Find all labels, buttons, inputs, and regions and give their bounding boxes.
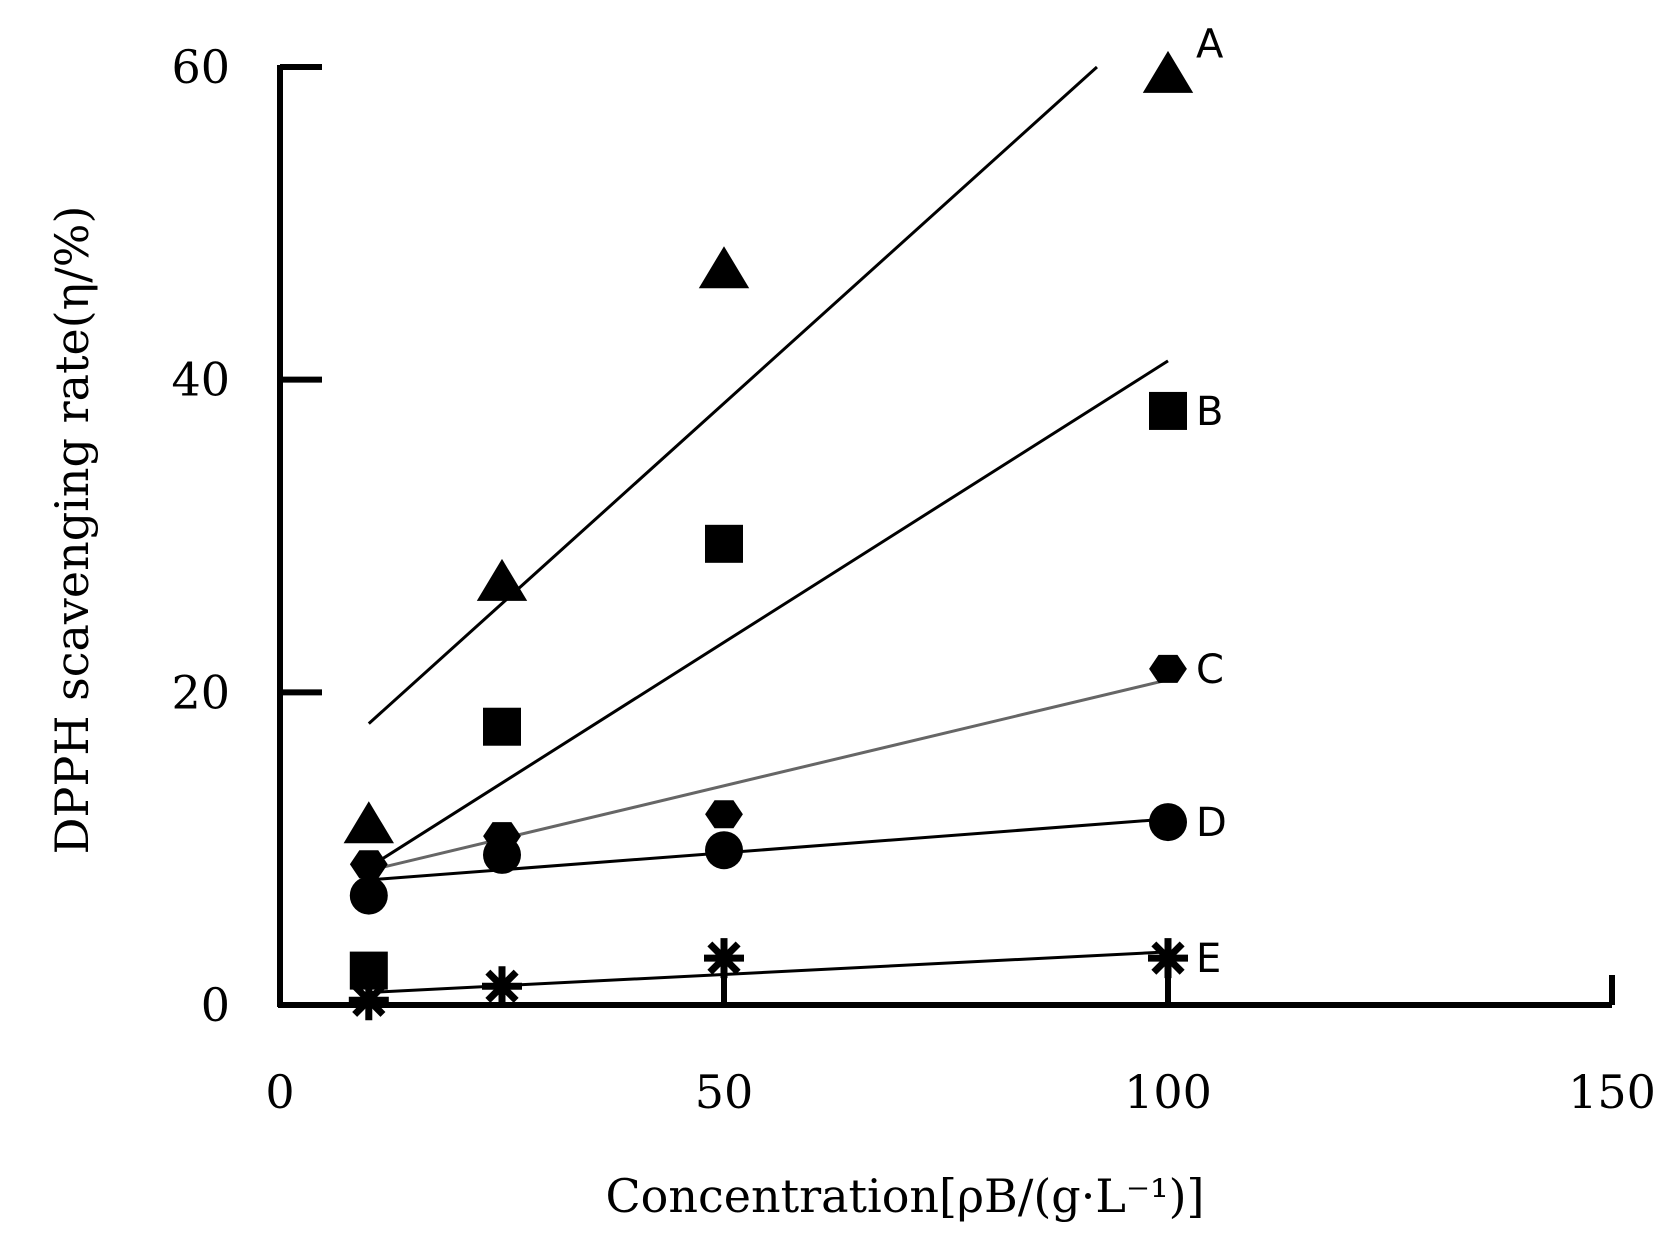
point-D-1 xyxy=(483,835,521,874)
point-E-1-stroke-3 xyxy=(485,969,519,1003)
series-label-C: C xyxy=(1196,647,1224,693)
x-tick-label-3: 150 xyxy=(1568,1065,1654,1119)
point-E-0-stroke-3 xyxy=(352,983,386,1017)
point-C-2 xyxy=(705,800,743,829)
axes xyxy=(277,65,1612,1008)
ticks: 0 20 40 60 0 50 100 150 xyxy=(171,40,1654,1119)
point-E-1 xyxy=(482,966,522,1007)
point-D-2 xyxy=(705,831,743,870)
y-axis-title: DPPH scavenging rate(η/%) xyxy=(45,206,99,855)
point-D-3 xyxy=(1149,803,1187,842)
point-C-3 xyxy=(1149,654,1187,683)
data-markers xyxy=(343,50,1194,1021)
point-E-3-stroke-3 xyxy=(1151,941,1185,975)
series-label-A: A xyxy=(1196,22,1224,68)
x-tick-label-2: 100 xyxy=(1124,1065,1212,1119)
y-tick-label-0: 0 xyxy=(201,978,230,1032)
y-tick-label-2: 40 xyxy=(171,353,230,407)
point-B-1 xyxy=(483,707,521,746)
x-tick-label-1: 50 xyxy=(695,1065,754,1119)
series-label-B: B xyxy=(1196,389,1223,435)
point-D-0 xyxy=(349,876,388,915)
fit-line-A xyxy=(367,65,1098,725)
point-B-2 xyxy=(705,524,743,563)
fit-line-B xyxy=(367,359,1169,869)
point-C-0 xyxy=(349,850,388,879)
y-tick-label-3: 60 xyxy=(171,40,230,94)
point-A-2 xyxy=(698,246,750,289)
point-B-3 xyxy=(1149,391,1187,430)
point-A-1 xyxy=(476,558,528,601)
x-axis-title: Concentration[ρB/(g·L⁻¹)] xyxy=(605,1169,1204,1223)
point-E-2-stroke-3 xyxy=(707,941,741,975)
point-A-0 xyxy=(343,801,394,844)
point-E-3 xyxy=(1148,938,1188,979)
point-E-0 xyxy=(348,980,389,1021)
x-tick-label-0: 0 xyxy=(265,1065,294,1119)
point-E-2 xyxy=(704,938,744,979)
series-label-D: D xyxy=(1196,800,1227,846)
y-tick-label-1: 20 xyxy=(171,665,230,719)
series-labels: A B C D E xyxy=(1196,22,1227,983)
point-A-3 xyxy=(1142,50,1194,93)
series-label-E: E xyxy=(1196,936,1221,982)
